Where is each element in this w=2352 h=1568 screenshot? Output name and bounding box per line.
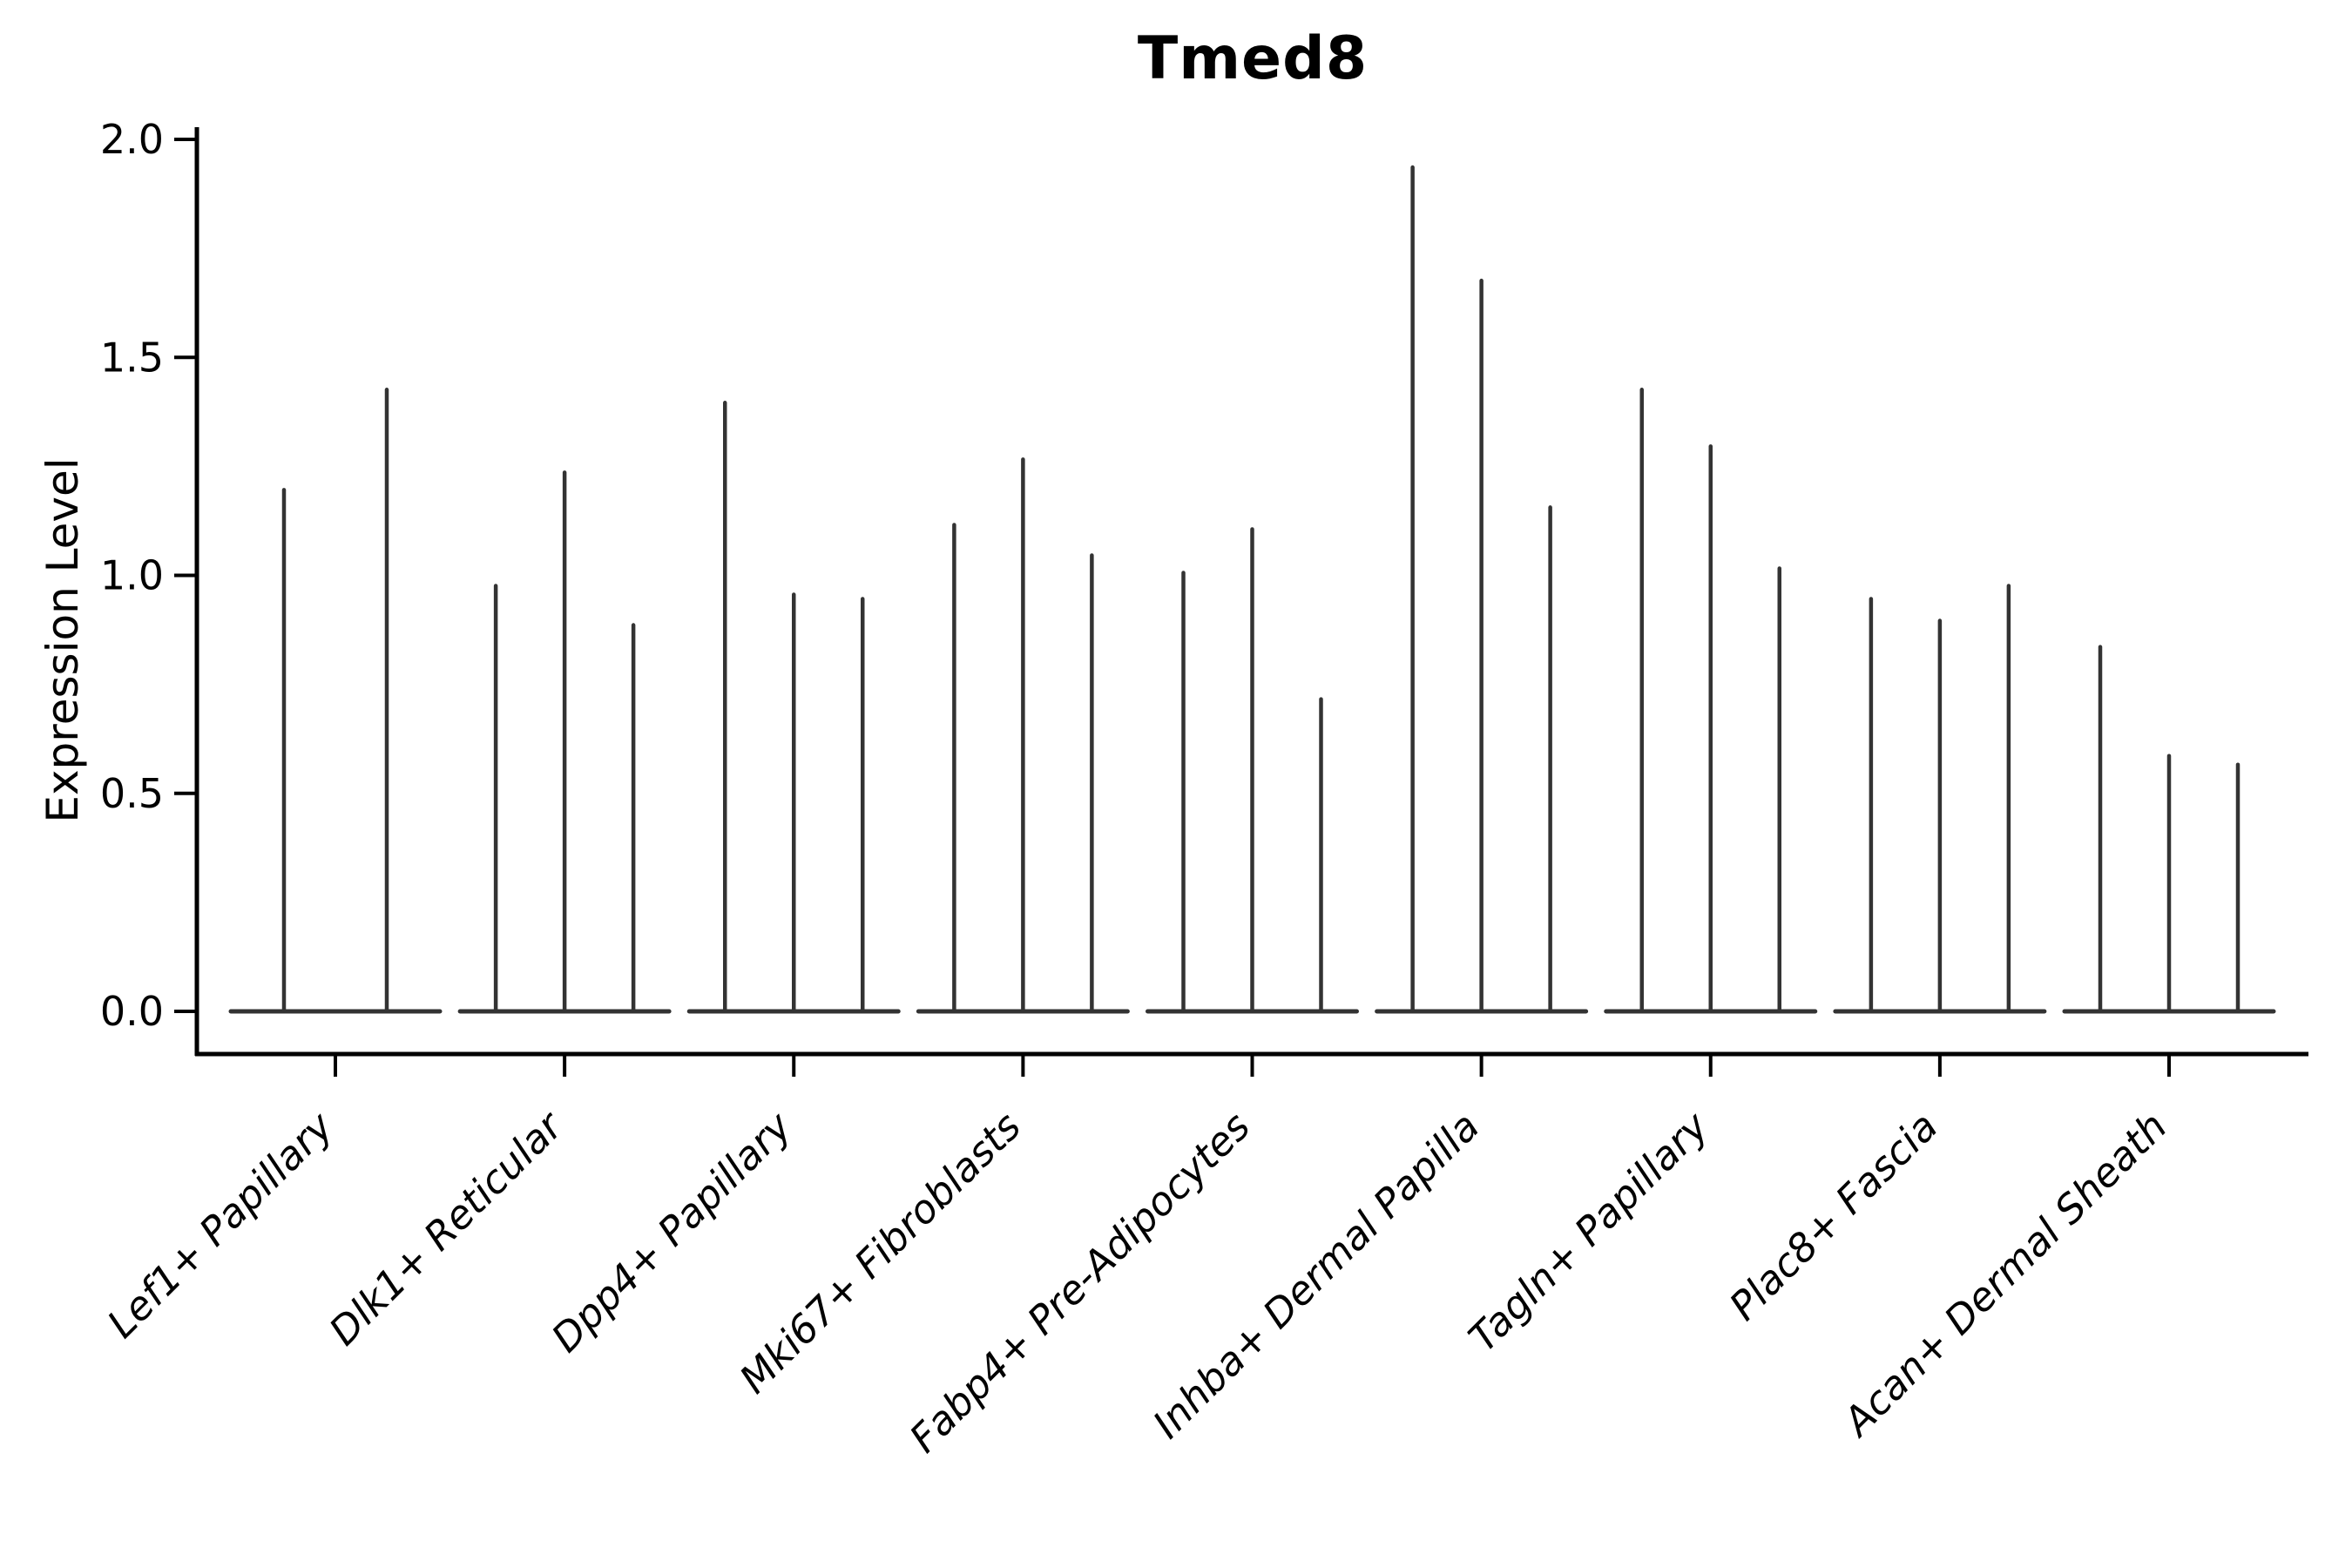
- plot-title: Tmed8: [1137, 24, 1369, 93]
- y-tick-label: 0.5: [100, 770, 164, 817]
- x-category-label: Dpp4+ Papillary: [543, 1102, 801, 1361]
- x-category-label: Dlk1+ Reticular: [321, 1102, 573, 1355]
- x-category-label: Lef1+ Papillary: [98, 1102, 343, 1347]
- y-tick-label: 2.0: [100, 116, 164, 163]
- y-axis-title: Expression Level: [37, 457, 88, 823]
- y-tick-label: 1.5: [100, 334, 164, 381]
- x-category-label: Plac8+ Fascia: [1720, 1103, 1947, 1329]
- x-category-label: Tagln+ Papillary: [1460, 1102, 1719, 1361]
- y-tick-label: 1.0: [100, 552, 164, 599]
- y-tick-label: 0.0: [100, 988, 164, 1035]
